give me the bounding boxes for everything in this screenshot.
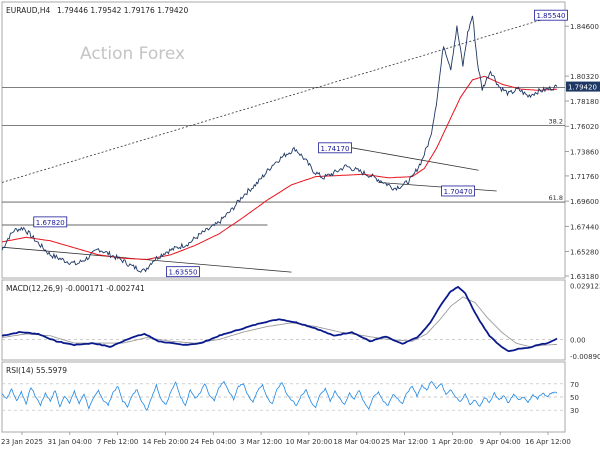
fib-level-label: 38.2 [549, 118, 563, 126]
price-annotation-label: 1.74170 [321, 145, 350, 153]
macd-y-tick-label: -0.008901 [570, 353, 600, 361]
rsi-y-tick-label: 50 [570, 394, 579, 402]
trendline [351, 147, 479, 171]
watermark: Action Forex [80, 44, 185, 64]
macd-title: MACD(12,26,9) -0.000171 -0.002741 [6, 284, 145, 293]
price-annotation-box [534, 9, 568, 21]
x-axis-tick-label: 18 Mar 04:00 [333, 438, 380, 446]
symbol-label: EURAUD,H4 [6, 6, 51, 15]
price-y-tick-label: 1.73860 [570, 148, 599, 156]
ohlc-values: 1.79446 1.79542 1.79176 1.79420 [57, 6, 188, 15]
price-annotation-box [166, 266, 200, 278]
price-annotation-box [441, 185, 475, 197]
price-y-tick-label: 1.69600 [570, 198, 599, 206]
rsi-title: RSI(14) 55.5979 [6, 366, 67, 375]
x-axis-tick-label: 31 Jan 04:00 [48, 438, 92, 446]
trendline [378, 182, 497, 192]
price-y-tick-label: 1.65280 [570, 249, 599, 257]
price-annotation-label: 1.67820 [36, 219, 65, 227]
current-price-tag [566, 81, 600, 92]
price-annotation-box [33, 216, 68, 228]
price-series-line [1, 15, 558, 273]
x-axis-tick-label: 3 Mar 12:00 [240, 438, 282, 446]
x-axis-tick-label: 10 Mar 20:00 [286, 438, 333, 446]
price-panel-frame [1, 1, 566, 279]
price-y-tick-label: 1.63180 [570, 273, 599, 281]
macd-y-tick-label: 0.00 [570, 336, 586, 344]
current-price-label: 1.79420 [568, 84, 597, 92]
price-y-tick-label: 1.76020 [570, 123, 599, 131]
macd-main-line [1, 285, 558, 353]
price-y-tick-label: 1.78180 [570, 98, 599, 106]
x-axis-tick-label: 14 Feb 20:00 [142, 438, 188, 446]
price-annotation-label: 1.70470 [444, 188, 473, 196]
price-y-tick-label: 1.84600 [570, 23, 599, 31]
x-axis-tick-label: 23 Jan 2025 [1, 438, 43, 446]
trendline [1, 14, 558, 183]
fib-level-label: 61.8 [549, 194, 563, 202]
moving-average-line [1, 75, 558, 260]
rsi-y-tick-label: 70 [570, 381, 579, 389]
x-axis-tick-label: 9 Apr 04:00 [480, 438, 521, 446]
rsi-line [1, 380, 558, 411]
price-y-tick-label: 1.67440 [570, 223, 599, 231]
x-axis-tick-label: 24 Feb 04:00 [190, 438, 236, 446]
macd-y-tick-label: 0.029123 [570, 283, 600, 291]
price-annotation-box [318, 142, 352, 154]
price-annotation-label: 1.85540 [536, 12, 565, 20]
price-y-tick-label: 1.80320 [570, 73, 599, 81]
price-y-tick-label: 1.71760 [570, 173, 599, 181]
price-annotation-label: 1.63550 [169, 269, 198, 277]
rsi-y-tick-label: 30 [570, 407, 579, 415]
x-axis-tick-label: 25 Mar 12:00 [381, 438, 428, 446]
x-axis-tick-label: 16 Apr 12:00 [525, 438, 571, 446]
x-axis-tick-label: 7 Feb 12:00 [97, 438, 138, 446]
x-axis-tick-label: 1 Apr 20:00 [432, 438, 473, 446]
